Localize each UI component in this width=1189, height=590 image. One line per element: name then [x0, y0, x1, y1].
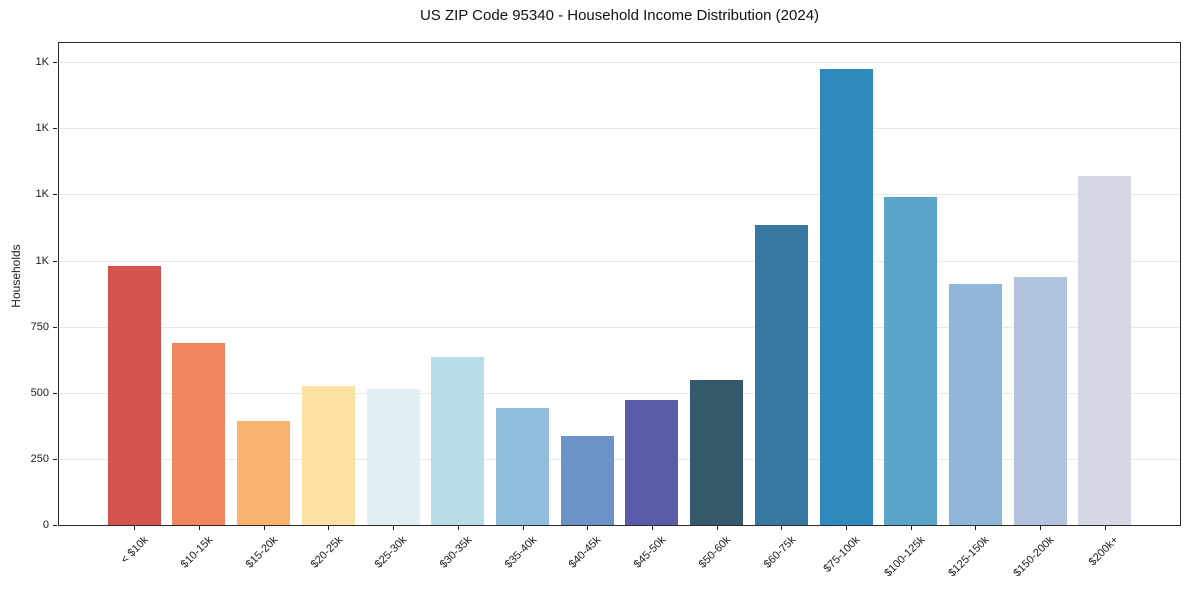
x-tick-label: $100-125k — [881, 534, 928, 580]
x-tick-mark — [975, 526, 977, 530]
x-tick-label: $75-100k — [821, 534, 863, 575]
x-tick-mark — [910, 526, 912, 530]
bar — [496, 407, 549, 525]
bar — [819, 68, 873, 525]
x-tick-label: $125-150k — [946, 534, 992, 580]
bar — [431, 356, 485, 525]
y-tick-label: 1K — [35, 188, 49, 201]
bar — [237, 421, 291, 525]
y-tick-mark — [53, 128, 57, 130]
x-tick-label: $15-20k — [243, 534, 281, 571]
gridline — [59, 128, 1180, 130]
y-tick-mark — [53, 458, 57, 460]
y-tick-label: 1K — [35, 254, 49, 267]
bar — [1013, 277, 1067, 525]
y-tick-mark — [53, 392, 57, 394]
gridline — [59, 458, 1180, 460]
y-tick-label: 750 — [30, 320, 49, 333]
bar — [366, 388, 420, 525]
y-tick-label: 1K — [35, 56, 49, 68]
bar — [948, 284, 1002, 525]
bar — [107, 266, 161, 525]
x-tick-mark — [1040, 526, 1042, 530]
x-tick-label: $60-75k — [761, 534, 798, 571]
y-tick-label: 0 — [42, 519, 49, 531]
x-tick-label: $150-200k — [1011, 534, 1057, 580]
y-tick-mark — [53, 326, 57, 328]
chart-title: US ZIP Code 95340 - Household Income Dis… — [419, 7, 820, 24]
gridline — [59, 326, 1180, 328]
x-tick-mark — [393, 526, 394, 530]
bar — [625, 399, 679, 525]
x-tick-mark — [198, 526, 200, 530]
y-tick-mark — [53, 62, 57, 63]
x-tick-mark — [781, 526, 783, 530]
gridline — [59, 260, 1180, 262]
x-tick-label: $10-15k — [178, 534, 216, 571]
x-tick-mark — [263, 526, 265, 530]
x-tick-label: $40-45k — [567, 534, 604, 571]
x-tick-mark — [846, 526, 847, 530]
y-tick-mark — [53, 260, 57, 262]
bar — [884, 197, 938, 525]
x-tick-label: < $10k — [118, 534, 151, 567]
bar — [690, 379, 744, 525]
y-tick-label: 500 — [30, 386, 49, 399]
x-tick-label: $25-30k — [372, 534, 410, 571]
y-tick-label: 250 — [30, 452, 49, 465]
bar — [754, 224, 808, 525]
plot-area — [58, 42, 1181, 526]
bar — [560, 436, 614, 525]
y-tick-label: 1K — [35, 122, 49, 135]
y-tick-mark — [53, 525, 57, 526]
gridline — [59, 62, 1180, 63]
x-tick-mark — [457, 526, 459, 530]
gridline — [59, 392, 1180, 394]
bar — [1078, 176, 1132, 525]
x-tick-mark — [1104, 526, 1106, 530]
x-tick-label: $20-25k — [308, 534, 345, 571]
x-tick-mark — [522, 526, 524, 530]
gridline — [59, 194, 1180, 196]
x-tick-label: $35-40k — [502, 534, 539, 571]
x-tick-label: $200k+ — [1087, 534, 1122, 569]
bar — [172, 342, 226, 525]
x-tick-label: $45-50k — [631, 534, 669, 571]
x-tick-label: $30-35k — [437, 534, 475, 571]
x-tick-label: $50-60k — [696, 534, 734, 571]
x-tick-mark — [587, 526, 589, 530]
x-tick-mark — [716, 526, 718, 530]
x-tick-mark — [134, 526, 136, 530]
x-tick-mark — [328, 526, 330, 530]
bar — [301, 385, 355, 525]
y-tick-mark — [53, 194, 57, 196]
x-tick-mark — [651, 526, 653, 530]
